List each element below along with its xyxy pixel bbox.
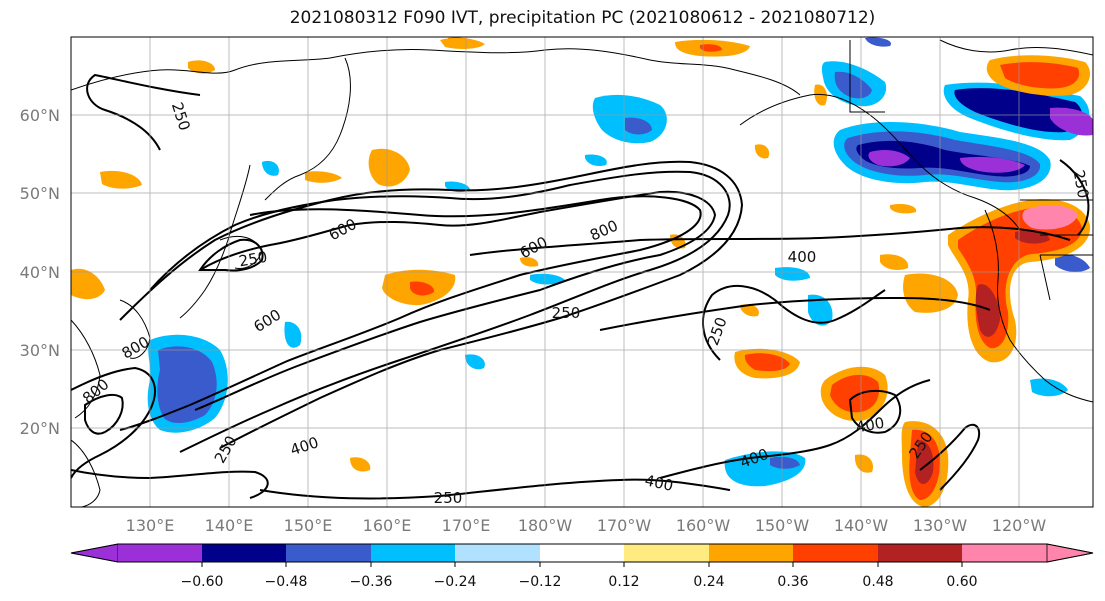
latitude-label: 40°N xyxy=(20,263,60,282)
map-plot-area: 250 600 250 600 800 600 800 400 250 800 … xyxy=(71,37,1093,507)
colorbar-segment xyxy=(1046,543,1094,563)
longitude-label: 130°W xyxy=(913,516,968,535)
longitude-label: 120°W xyxy=(992,516,1047,535)
longitude-label: 170°W xyxy=(597,516,652,535)
ivt-contour-label: 250 xyxy=(552,304,581,322)
latitude-label: 50°N xyxy=(20,184,60,203)
colorbar-label: 0.24 xyxy=(693,574,724,590)
ivt-contour-label: 400 xyxy=(854,414,885,437)
latitude-axis: 60°N 50°N 40°N 30°N 20°N xyxy=(20,106,60,438)
plot-frame xyxy=(70,36,1094,508)
precipitation-shading xyxy=(71,37,1093,507)
longitude-label: 160°W xyxy=(676,516,731,535)
latitude-label: 60°N xyxy=(20,106,60,125)
longitude-label: 150°W xyxy=(755,516,810,535)
colorbar-label: 0.36 xyxy=(777,574,808,590)
colorbar-label: 0.48 xyxy=(862,574,893,590)
colorbar-segment xyxy=(371,544,455,562)
graticule xyxy=(71,37,1093,507)
colorbar-label: −0.60 xyxy=(181,574,224,590)
colorbar-segment xyxy=(793,544,878,562)
ivt-contour-label: 250 xyxy=(237,248,268,271)
colorbar-segment xyxy=(455,544,540,562)
colorbar-outline xyxy=(70,543,1094,563)
colorbar: −0.60 −0.48 −0.36 −0.24 −0.12 0.12 0.24 … xyxy=(70,543,1094,590)
coastlines xyxy=(71,39,1093,507)
colorbar-segment xyxy=(709,544,793,562)
colorbar-segment xyxy=(962,544,1047,562)
latitude-label: 30°N xyxy=(20,341,60,360)
ivt-contour-label: 400 xyxy=(643,471,675,495)
colorbar-segment xyxy=(202,544,286,562)
colorbar-label: −0.48 xyxy=(265,574,308,590)
colorbar-label: 0.60 xyxy=(946,574,977,590)
colorbar-segment xyxy=(878,544,962,562)
longitude-axis: 130°E 140°E 150°E 160°E 170°E 180°W 170°… xyxy=(126,516,1047,535)
longitude-label: 170°E xyxy=(442,516,491,535)
ivt-contour-label: 250 xyxy=(434,489,463,507)
longitude-label: 130°E xyxy=(126,516,175,535)
longitude-label: 140°E xyxy=(205,516,254,535)
colorbar-label: −0.24 xyxy=(434,574,477,590)
colorbar-segment xyxy=(624,544,709,562)
longitude-label: 180°W xyxy=(518,516,573,535)
longitude-label: 140°W xyxy=(834,516,889,535)
latitude-label: 20°N xyxy=(20,419,60,438)
map-title: 2021080312 F090 IVT, precipitation PC (2… xyxy=(289,8,876,28)
ivt-contour-label: 250 xyxy=(1070,168,1093,199)
colorbar-label: 0.12 xyxy=(608,574,639,590)
colorbar-ticks xyxy=(201,562,963,567)
colorbar-label: −0.12 xyxy=(519,574,562,590)
ivt-contour-label: 400 xyxy=(788,248,817,266)
colorbar-segment xyxy=(286,544,371,562)
longitude-label: 150°E xyxy=(284,516,333,535)
colorbar-label: −0.36 xyxy=(350,574,393,590)
colorbar-segment xyxy=(70,543,119,563)
colorbar-segment xyxy=(540,544,624,562)
longitude-label: 160°E xyxy=(363,516,412,535)
colorbar-segment xyxy=(118,544,202,562)
